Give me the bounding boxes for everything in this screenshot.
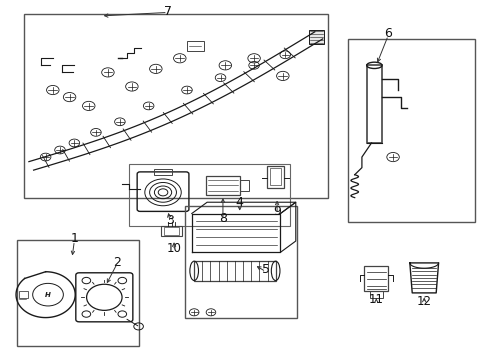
Bar bbox=[24, 14, 328, 198]
Bar bbox=[129, 164, 289, 226]
Bar bbox=[194, 261, 275, 280]
Text: 8: 8 bbox=[219, 212, 226, 225]
Bar bbox=[366, 66, 381, 143]
Text: 3: 3 bbox=[166, 214, 174, 227]
Bar bbox=[269, 168, 281, 185]
Text: 5: 5 bbox=[262, 264, 269, 276]
Text: 1: 1 bbox=[70, 232, 78, 245]
Text: 2: 2 bbox=[113, 256, 121, 269]
Bar bbox=[17, 240, 139, 346]
Bar bbox=[240, 180, 248, 190]
Bar bbox=[205, 176, 240, 195]
Bar bbox=[369, 291, 382, 298]
Bar bbox=[266, 166, 284, 188]
Bar bbox=[308, 30, 323, 44]
Bar bbox=[186, 41, 203, 50]
Text: 7: 7 bbox=[163, 5, 171, 18]
Text: 11: 11 bbox=[368, 293, 383, 306]
Text: 4: 4 bbox=[235, 197, 243, 210]
Bar bbox=[161, 226, 182, 237]
Text: 12: 12 bbox=[416, 295, 431, 308]
Text: H: H bbox=[45, 292, 51, 298]
Bar bbox=[364, 266, 387, 291]
Bar bbox=[154, 170, 171, 175]
Bar bbox=[163, 227, 179, 235]
Text: 6: 6 bbox=[384, 27, 391, 40]
Bar bbox=[19, 291, 28, 298]
Bar bbox=[184, 206, 297, 318]
Text: 10: 10 bbox=[166, 242, 181, 255]
Bar bbox=[347, 39, 473, 222]
Text: 9: 9 bbox=[273, 205, 281, 218]
